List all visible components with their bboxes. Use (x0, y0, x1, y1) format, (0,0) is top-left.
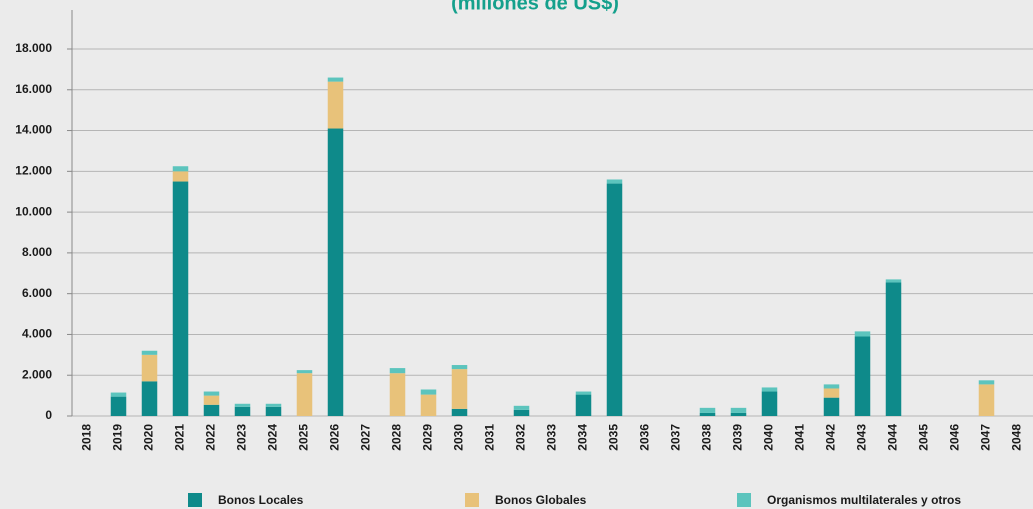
x-tick-label: 2037 (669, 424, 683, 451)
bar-segment (172, 166, 189, 172)
bar-segment (265, 406, 282, 416)
bar-segment (389, 368, 406, 374)
bar-segment (141, 354, 158, 382)
y-tick-label: 18.000 (15, 41, 52, 55)
bar-segment (451, 365, 468, 370)
y-tick-label: 4.000 (22, 327, 52, 341)
x-tick-label: 2030 (452, 424, 466, 451)
bar-segment (761, 387, 778, 392)
bar-segment (451, 369, 468, 409)
bar-segment (327, 128, 344, 416)
legend-label: Bonos Globales (495, 493, 587, 507)
bar-segment (389, 373, 406, 416)
y-tick-label: 2.000 (22, 367, 52, 381)
bar-segment (730, 412, 747, 416)
x-tick-label: 2048 (1010, 424, 1024, 451)
bar-segment (296, 373, 313, 416)
y-tick-label: 8.000 (22, 245, 52, 259)
legend-swatch (465, 493, 479, 507)
x-tick-label: 2040 (762, 424, 776, 451)
bar-segment (420, 389, 437, 395)
bar-segment (513, 405, 530, 410)
bar-segment (885, 279, 902, 283)
bar-segment (141, 381, 158, 416)
bar-segment (420, 394, 437, 416)
x-tick-label: 2034 (576, 424, 590, 451)
bar-segment (234, 403, 251, 407)
x-tick-label: 2041 (793, 424, 807, 451)
x-tick-label: 2019 (111, 424, 125, 451)
bar-segment (110, 392, 127, 397)
x-tick-label: 2025 (297, 424, 311, 451)
x-tick-label: 2026 (328, 424, 342, 451)
bar-segment (234, 406, 251, 416)
x-tick-label: 2033 (545, 424, 559, 451)
x-tick-label: 2035 (607, 424, 621, 451)
x-tick-label: 2046 (948, 424, 962, 451)
y-tick-label: 10.000 (15, 204, 52, 218)
y-tick-label: 0 (45, 408, 52, 422)
x-tick-label: 2042 (824, 424, 838, 451)
bar-segment (141, 350, 158, 355)
x-tick-label: 2018 (80, 424, 94, 451)
x-tick-label: 2047 (979, 424, 993, 451)
bar-segment (761, 391, 778, 416)
bar-segment (699, 407, 716, 413)
bar-segment (823, 388, 840, 398)
x-tick-label: 2043 (855, 424, 869, 451)
x-tick-label: 2024 (266, 424, 280, 451)
bar-segment (327, 77, 344, 82)
x-tick-label: 2022 (204, 424, 218, 451)
x-tick-label: 2032 (514, 424, 528, 451)
x-tick-label: 2036 (638, 424, 652, 451)
legend-label: Bonos Locales (218, 493, 304, 507)
bar-segment (885, 282, 902, 416)
legend-swatch (737, 493, 751, 507)
bar-segment (203, 404, 220, 416)
x-tick-label: 2027 (359, 424, 373, 451)
bar-segment (451, 408, 468, 416)
y-tick-label: 16.000 (15, 82, 52, 96)
bar-segment (327, 81, 344, 129)
bar-segment (172, 171, 189, 182)
bar-segment (203, 395, 220, 405)
bar-segment (265, 403, 282, 407)
bar-segment (513, 409, 530, 416)
bar-segment (823, 397, 840, 416)
bar-segment (296, 370, 313, 374)
x-tick-label: 2023 (235, 424, 249, 451)
bar-segment (978, 384, 995, 416)
bar-segment (203, 391, 220, 396)
x-tick-label: 2029 (421, 424, 435, 451)
y-tick-label: 14.000 (15, 123, 52, 137)
x-tick-label: 2044 (886, 424, 900, 451)
bar-segment (110, 396, 127, 416)
bar-segment (606, 179, 623, 184)
bar-segment (575, 391, 592, 395)
bar-segment (575, 394, 592, 416)
x-tick-label: 2045 (917, 424, 931, 451)
bar-segment (606, 183, 623, 416)
bar-segment (823, 384, 840, 389)
legend-label: Organismos multilaterales y otros (767, 493, 961, 507)
x-tick-label: 2028 (390, 424, 404, 451)
x-tick-label: 2039 (731, 424, 745, 451)
bar-segment (172, 181, 189, 416)
bar-segment (978, 380, 995, 385)
bar-segment (730, 407, 747, 413)
bar-segment (854, 331, 871, 337)
y-tick-label: 6.000 (22, 286, 52, 300)
x-tick-label: 2021 (173, 424, 187, 451)
y-tick-label: 12.000 (15, 164, 52, 178)
legend-swatch (188, 493, 202, 507)
bar-segment (854, 336, 871, 416)
bar-segment (699, 412, 716, 416)
chart-title: (millones de US$) (451, 0, 619, 14)
x-tick-label: 2031 (483, 424, 497, 451)
x-tick-label: 2038 (700, 424, 714, 451)
x-tick-label: 2020 (142, 424, 156, 451)
